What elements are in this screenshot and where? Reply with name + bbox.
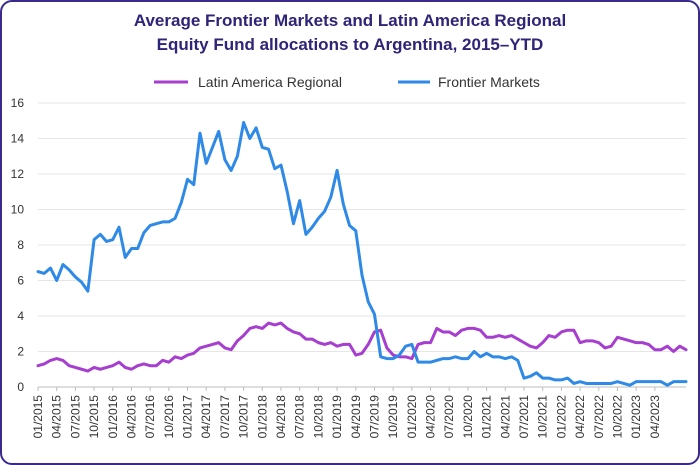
series-line-latin-america-regional bbox=[36, 321, 688, 373]
x-tick-label: 01/2018 bbox=[255, 395, 269, 439]
series-lines bbox=[36, 121, 688, 387]
y-tick-label: 10 bbox=[11, 203, 25, 217]
y-tick-label: 2 bbox=[17, 345, 24, 359]
x-tick-label: 10/2018 bbox=[311, 395, 325, 439]
x-tick-label: 07/2018 bbox=[293, 395, 307, 439]
x-tick-label: 04/2015 bbox=[50, 395, 64, 439]
x-tick-label: 01/2022 bbox=[554, 395, 568, 439]
y-tick-label: 8 bbox=[17, 238, 24, 252]
x-tick-label: 10/2015 bbox=[87, 395, 101, 439]
y-tick-label: 12 bbox=[11, 167, 25, 181]
x-axis: 01/2015 04/2015 07/2015 10/2015 01/2016 04/20… bbox=[31, 387, 662, 438]
x-tick-label: 10/2019 bbox=[386, 395, 400, 439]
y-tick-label: 4 bbox=[17, 309, 24, 323]
y-axis: 0 2 4 6 8 10 12 14 16 bbox=[11, 96, 25, 394]
x-tick-label: 04/2017 bbox=[199, 395, 213, 439]
x-tick-label: 07/2017 bbox=[218, 395, 232, 439]
y-tick-label: 6 bbox=[17, 274, 24, 288]
x-tick-label: 07/2016 bbox=[143, 395, 157, 439]
x-tick-label: 04/2022 bbox=[573, 395, 587, 439]
x-tick-label: 04/2021 bbox=[498, 395, 512, 439]
y-tick-label: 0 bbox=[17, 380, 24, 394]
x-tick-label: 01/2015 bbox=[31, 395, 45, 439]
x-tick-label: 07/2015 bbox=[68, 395, 82, 439]
x-tick-label: 04/2018 bbox=[274, 395, 288, 439]
legend-label-frontier-markets: Frontier Markets bbox=[438, 74, 540, 90]
x-tick-label: 10/2016 bbox=[162, 395, 176, 439]
x-tick-label: 10/2020 bbox=[461, 395, 475, 439]
series-line-frontier-markets bbox=[36, 121, 688, 387]
grid bbox=[38, 102, 686, 388]
x-tick-label: 07/2022 bbox=[592, 395, 606, 439]
x-tick-label: 01/2016 bbox=[106, 395, 120, 439]
y-tick-label: 16 bbox=[11, 96, 25, 110]
x-tick-label: 10/2021 bbox=[536, 395, 550, 439]
chart-title-line-1: Average Frontier Markets and Latin Ameri… bbox=[134, 11, 566, 30]
x-tick-label: 04/2023 bbox=[648, 395, 662, 439]
x-tick-label: 01/2017 bbox=[181, 395, 195, 439]
x-tick-label: 01/2019 bbox=[330, 395, 344, 439]
chart-title-line-2: Equity Fund allocations to Argentina, 20… bbox=[157, 35, 544, 54]
legend: Latin America Regional Frontier Markets bbox=[154, 74, 540, 90]
x-tick-label: 10/2017 bbox=[237, 395, 251, 439]
x-tick-label: 07/2020 bbox=[442, 395, 456, 439]
legend-label-latin-america: Latin America Regional bbox=[198, 74, 342, 90]
x-tick-label: 04/2016 bbox=[124, 395, 138, 439]
x-tick-label: 04/2019 bbox=[349, 395, 363, 439]
x-tick-label: 04/2020 bbox=[424, 395, 438, 439]
x-tick-label: 10/2022 bbox=[610, 395, 624, 439]
x-tick-label: 01/2023 bbox=[629, 395, 643, 439]
x-tick-label: 07/2019 bbox=[367, 395, 381, 439]
x-tick-label: 01/2021 bbox=[480, 395, 494, 439]
y-tick-label: 14 bbox=[11, 132, 25, 146]
x-tick-label: 01/2020 bbox=[405, 395, 419, 439]
x-tick-label: 07/2021 bbox=[517, 395, 531, 439]
